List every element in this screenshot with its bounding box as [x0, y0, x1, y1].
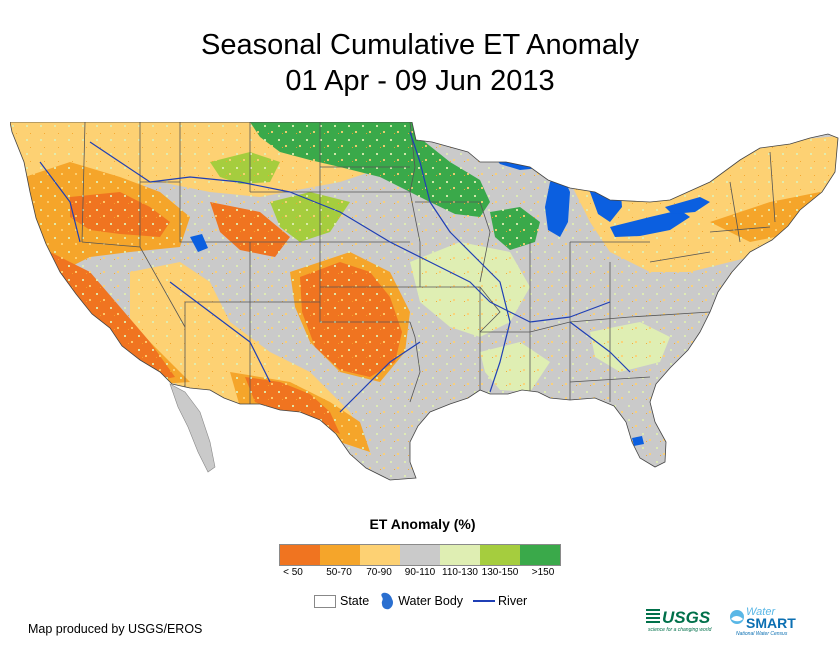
- legend-swatch-130-150: [480, 545, 520, 565]
- legend-color-ramp: [279, 544, 561, 566]
- usgs-logo: USGS science for a changing world: [646, 608, 712, 633]
- svg-text:National Water Census: National Water Census: [736, 631, 788, 637]
- legend-title: ET Anomaly (%): [369, 516, 476, 532]
- legend-label: 110-130: [442, 567, 478, 578]
- state-label: State: [340, 594, 370, 608]
- water-body-icon: [381, 592, 394, 610]
- legend-labels: < 50 50-70 70-90 90-110 110-130 130-150 …: [279, 567, 563, 581]
- legend-swatch-lt-50: [280, 545, 320, 565]
- water-body-label: Water Body: [398, 594, 464, 608]
- legend-label: 90-110: [404, 567, 436, 578]
- legend-label: 130-150: [481, 567, 519, 578]
- map-credit: Map produced by USGS/EROS: [28, 622, 203, 636]
- map-texture: [10, 122, 838, 480]
- watersmart-logo: Water SMART National Water Census: [730, 606, 796, 637]
- rivers: [39, 131, 631, 413]
- legend-label: 50-70: [326, 567, 352, 578]
- svg-text:USGS: USGS: [662, 608, 711, 627]
- baja-peninsula: [169, 383, 216, 473]
- map-date-range: 01 Apr - 09 Jun 2013: [285, 65, 555, 97]
- legend-label: < 50: [283, 567, 303, 578]
- reference-legend: State Water Body River: [314, 592, 527, 610]
- svg-text:Water: Water: [746, 606, 776, 618]
- legend-swatch-50-70: [320, 545, 360, 565]
- svg-text:science for a changing world: science for a changing world: [648, 627, 712, 633]
- map-title: Seasonal Cumulative ET Anomaly: [201, 29, 639, 61]
- legend-swatch-gt-150: [520, 545, 560, 565]
- svg-text:SMART: SMART: [746, 615, 796, 631]
- legend-label: >150: [531, 567, 555, 578]
- river-symbol: [473, 600, 496, 602]
- et-anomaly-map: [10, 122, 839, 481]
- legend-swatch-90-110: [400, 545, 440, 565]
- state-symbol: [314, 594, 336, 608]
- legend-label: 70-90: [366, 567, 392, 578]
- legend-swatch-70-90: [360, 545, 400, 565]
- legend-swatch-110-130: [440, 545, 480, 565]
- river-label: River: [498, 594, 528, 608]
